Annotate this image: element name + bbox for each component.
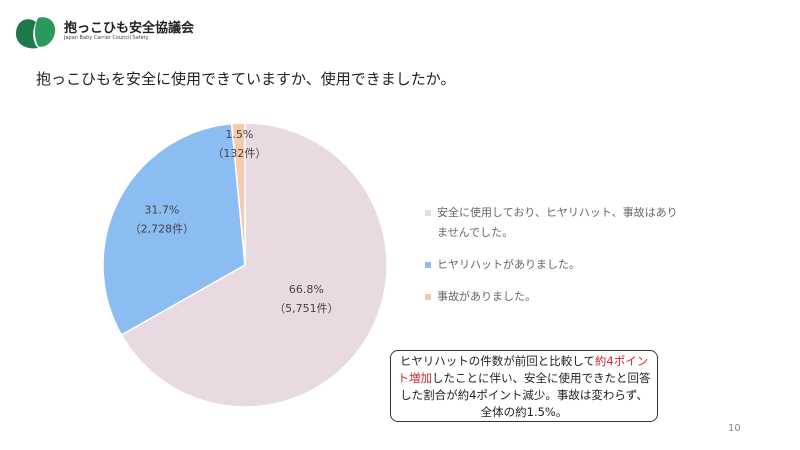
- annotation-text: ヒヤリハットの件数が前回と比較して: [399, 354, 595, 368]
- count-label: （5,751件）: [274, 302, 339, 315]
- value-label: 66.8%: [289, 283, 324, 296]
- legend: 安全に使用しており、ヒヤリハット、事故はありませんでした。ヒヤリハットがありまし…: [425, 203, 685, 319]
- legend-label: 安全に使用しており、ヒヤリハット、事故はありませんでした。: [437, 206, 678, 239]
- annotation-text: したことに伴い、安全に使用できたと回答した割合が約4ポイント減少。事故は変わらず…: [400, 371, 651, 419]
- legend-marker: [425, 210, 431, 216]
- org-name-en: Japan Baby Carrier Council Safety: [64, 35, 149, 41]
- legend-item: ヒヤリハットがありました。: [425, 255, 685, 275]
- count-label: （2,728件）: [130, 223, 195, 236]
- pie-slice: [230, 122, 246, 266]
- annotation: ヒヤリハットの件数が前回と比較して約4ポイント増加したことに伴い、安全に使用でき…: [390, 350, 658, 422]
- legend-item: 事故がありました。: [425, 287, 685, 307]
- legend-label: ヒヤリハットがありました。: [437, 258, 580, 271]
- annotation-highlight: 約4ポイント増加: [397, 354, 649, 385]
- page-number: 10: [728, 423, 741, 434]
- pie-slice: [120, 122, 388, 408]
- count-label: （132件）: [212, 147, 266, 160]
- pie-slice: [102, 122, 246, 336]
- legend-marker: [425, 262, 431, 268]
- value-label: 1.5%: [225, 128, 253, 141]
- legend-marker: [425, 294, 431, 300]
- legend-label: 事故がありました。: [437, 290, 536, 303]
- org-name: 抱っこひも安全協議会: [64, 21, 195, 36]
- chart-title: 抱っこひもを安全に使用できていますか、使用できましたか。: [36, 70, 456, 88]
- logo: [16, 17, 56, 49]
- value-label: 31.7%: [144, 204, 179, 217]
- legend-item: 安全に使用しており、ヒヤリハット、事故はありませんでした。: [425, 203, 685, 243]
